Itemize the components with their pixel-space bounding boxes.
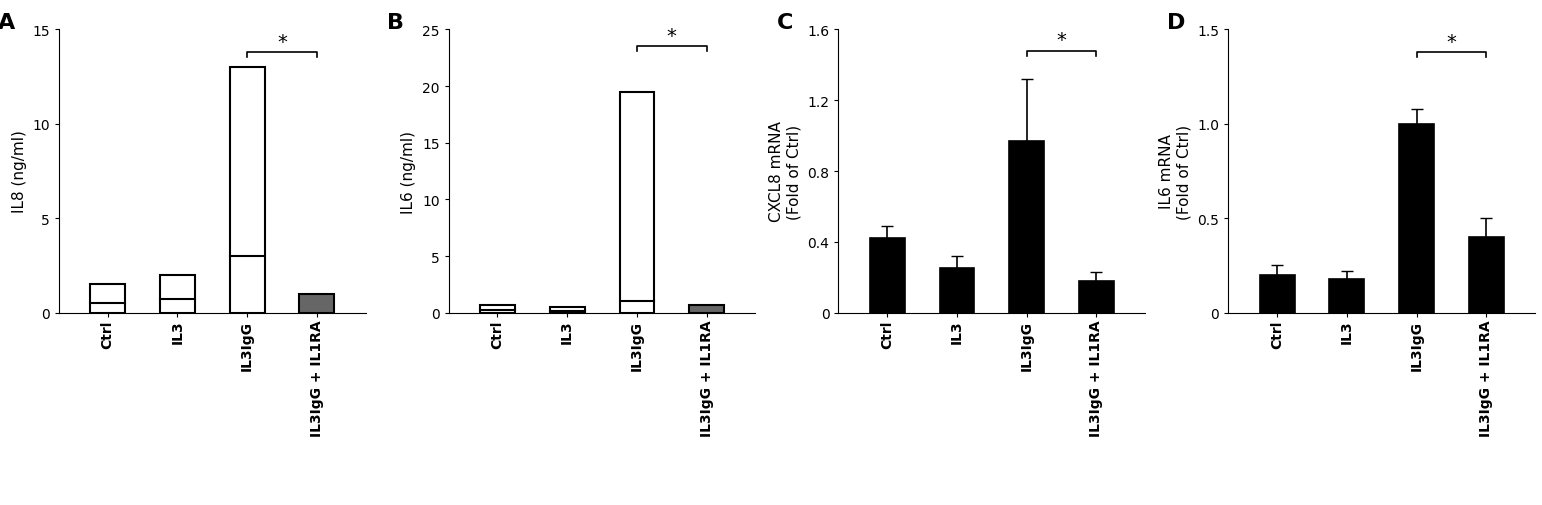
Y-axis label: CXCL8 mRNA
(Fold of Ctrl): CXCL8 mRNA (Fold of Ctrl) bbox=[769, 121, 802, 222]
Bar bbox=[91, 285, 125, 313]
Text: *: * bbox=[1056, 31, 1067, 50]
Y-axis label: IL8 (ng/ml): IL8 (ng/ml) bbox=[12, 130, 26, 213]
Bar bbox=[1329, 279, 1365, 313]
Text: C: C bbox=[777, 13, 794, 33]
Bar bbox=[299, 294, 335, 313]
Text: *: * bbox=[1446, 32, 1456, 52]
Text: *: * bbox=[666, 27, 677, 46]
Bar bbox=[1079, 281, 1113, 313]
Bar bbox=[870, 239, 905, 313]
Bar bbox=[1470, 238, 1503, 313]
Bar bbox=[939, 269, 975, 313]
Text: D: D bbox=[1167, 13, 1186, 33]
Text: *: * bbox=[278, 32, 287, 52]
Y-axis label: IL6 (ng/ml): IL6 (ng/ml) bbox=[401, 130, 416, 213]
Bar bbox=[689, 305, 725, 313]
Bar bbox=[620, 92, 654, 313]
Bar bbox=[1260, 275, 1294, 313]
Bar bbox=[1010, 141, 1044, 313]
Y-axis label: IL6 mRNA
(Fold of Ctrl): IL6 mRNA (Fold of Ctrl) bbox=[1160, 124, 1192, 219]
Bar bbox=[230, 68, 265, 313]
Bar bbox=[160, 275, 194, 313]
Bar bbox=[1399, 125, 1434, 313]
Text: A: A bbox=[0, 13, 15, 33]
Bar bbox=[550, 308, 584, 313]
Text: B: B bbox=[387, 13, 404, 33]
Bar bbox=[480, 305, 515, 313]
